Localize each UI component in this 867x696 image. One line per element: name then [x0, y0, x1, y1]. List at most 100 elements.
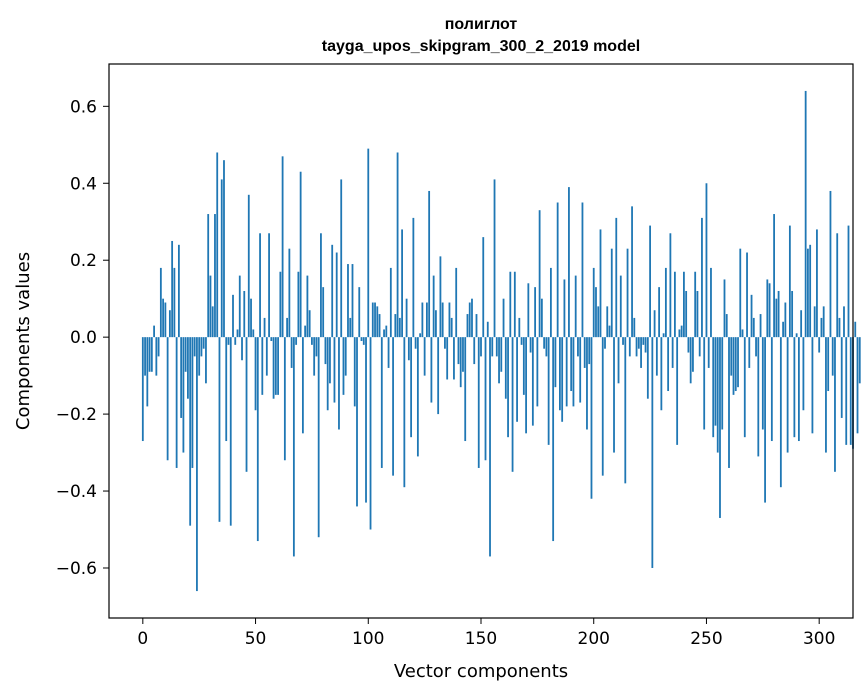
bar-257: [721, 337, 724, 430]
bar-305: [829, 190, 832, 338]
bar-171: [527, 283, 530, 338]
bar-205: [604, 337, 606, 349]
bar-1: [144, 337, 146, 376]
y-tick-label: 0.2: [70, 251, 97, 271]
bar-109: [387, 337, 390, 368]
bar-86: [335, 252, 338, 338]
bar-266: [741, 329, 744, 338]
bar-53: [261, 337, 264, 395]
bar-116: [403, 337, 406, 488]
bar-18: [182, 337, 185, 453]
bar-196: [583, 337, 586, 368]
bar-290: [795, 333, 798, 338]
bar-119: [410, 337, 413, 438]
bar-303: [825, 337, 827, 453]
bar-227: [653, 310, 656, 338]
bar-166: [516, 337, 518, 422]
bar-33: [216, 152, 219, 338]
bar-182: [552, 337, 555, 542]
bar-216: [628, 337, 631, 357]
bar-220: [637, 337, 640, 349]
bar-123: [419, 333, 422, 338]
bar-134: [444, 337, 446, 349]
x-tick-label: 100: [352, 629, 384, 649]
bar-309: [838, 317, 841, 338]
bar-199: [590, 337, 593, 499]
y-tick-label: 0.0: [70, 328, 97, 348]
bar-77: [315, 337, 318, 357]
bar-304: [827, 337, 830, 392]
bar-263: [734, 337, 737, 392]
bar-73: [306, 275, 309, 338]
bar-70: [299, 171, 302, 338]
bar-202: [597, 306, 600, 338]
bar-239: [680, 325, 683, 338]
bar-37: [225, 337, 228, 442]
bar-66: [290, 337, 293, 368]
bar-308: [836, 233, 839, 338]
bar-156: [493, 179, 496, 338]
bar-155: [491, 337, 494, 357]
bar-224: [646, 337, 649, 399]
bar-181: [549, 267, 552, 338]
bar-131: [437, 337, 440, 415]
bar-210: [615, 217, 618, 338]
bar-118: [407, 337, 410, 361]
bar-96: [358, 287, 361, 338]
y-tick-label: −0.2: [56, 405, 97, 425]
bar-0: [141, 337, 144, 442]
bar-58: [272, 337, 275, 399]
bar-64: [286, 317, 289, 338]
bar-121: [414, 337, 417, 349]
bar-105: [378, 314, 381, 338]
bar-49: [252, 329, 255, 338]
bar-276: [764, 337, 766, 503]
bar-124: [421, 302, 424, 338]
bar-197: [586, 337, 588, 430]
bar-312: [845, 337, 848, 445]
bar-75: [311, 337, 313, 345]
bar-207: [608, 325, 611, 338]
bar-186: [561, 337, 564, 422]
bar-22: [191, 337, 194, 468]
bar-104: [376, 306, 379, 338]
bar-247: [698, 337, 701, 357]
bar-26: [200, 337, 203, 357]
bar-236: [673, 271, 676, 338]
bar-78: [317, 337, 320, 538]
bar-126: [425, 302, 428, 338]
bar-59: [274, 337, 277, 395]
y-axis-label: Components values: [13, 252, 34, 430]
bar-94: [353, 337, 356, 407]
bar-318: [858, 337, 861, 384]
x-axis-label: Vector components: [394, 661, 568, 682]
bar-292: [800, 310, 803, 338]
bar-248: [701, 217, 703, 338]
bar-117: [405, 298, 408, 338]
bar-32: [214, 214, 216, 338]
bar-221: [640, 337, 642, 368]
bar-256: [719, 337, 721, 518]
bar-93: [351, 264, 354, 338]
bar-88: [340, 179, 343, 338]
bar-100: [367, 148, 370, 338]
bar-41: [234, 337, 237, 345]
bar-310: [840, 337, 843, 418]
bar-11: [166, 337, 169, 461]
bar-43: [238, 275, 241, 338]
bar-243: [689, 337, 692, 384]
bar-55: [265, 337, 268, 376]
bar-144: [466, 314, 469, 338]
bar-214: [624, 337, 627, 484]
bar-233: [667, 337, 670, 392]
bar-218: [633, 317, 636, 338]
bar-271: [752, 317, 755, 338]
bar-17: [180, 337, 183, 418]
bar-30: [209, 275, 212, 338]
bar-74: [308, 310, 311, 338]
bar-260: [728, 337, 730, 468]
bar-167: [518, 317, 521, 338]
bar-72: [304, 325, 307, 338]
bar-15: [175, 337, 178, 468]
bar-177: [540, 298, 543, 338]
